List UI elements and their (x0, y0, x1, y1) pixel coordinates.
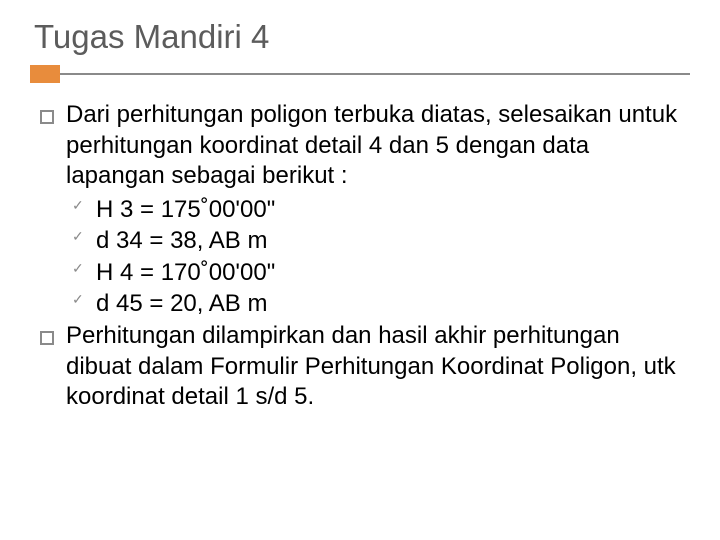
bullet-text: Dari perhitungan poligon terbuka diatas,… (66, 101, 677, 189)
sub-list: H 3 = 175˚00'00" d 34 = 38, AB m H 4 = 1… (66, 194, 680, 319)
slide-title: Tugas Mandiri 4 (34, 18, 690, 56)
sub-bullet-item: H 3 = 175˚00'00" (96, 194, 680, 225)
sub-bullet-item: d 45 = 20, AB m (96, 288, 680, 319)
title-underline (30, 70, 690, 78)
accent-line (60, 73, 690, 75)
bullet-text: Perhitungan dilampirkan dan hasil akhir … (66, 322, 676, 410)
slide: Tugas Mandiri 4 Dari perhitungan poligon… (0, 0, 720, 540)
content-area: Dari perhitungan poligon terbuka diatas,… (30, 100, 690, 413)
bullet-item: Perhitungan dilampirkan dan hasil akhir … (66, 321, 680, 413)
bullet-item: Dari perhitungan poligon terbuka diatas,… (66, 100, 680, 319)
sub-bullet-item: d 34 = 38, AB m (96, 225, 680, 256)
sub-bullet-item: H 4 = 170˚00'00" (96, 257, 680, 288)
accent-block (30, 65, 60, 83)
